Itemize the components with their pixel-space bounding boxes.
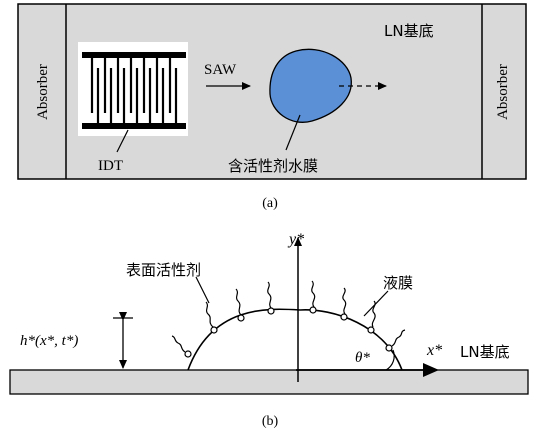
panel-a: Absorber Absorber LN基底 IDT SAW 含活性剂水膜 (a…: [17, 3, 527, 211]
idt-leader-line: [116, 129, 129, 153]
saw-label: SAW: [204, 62, 237, 78]
idt-label: IDT: [98, 158, 123, 174]
absorber-right-label: Absorber: [495, 64, 511, 120]
caption-b: (b): [262, 414, 279, 429]
substrate-label-b: LN基底: [460, 343, 510, 361]
caption-a: (a): [262, 196, 278, 211]
liquid-film-label: 液膜: [383, 274, 413, 292]
surfactant-molecules: [171, 280, 406, 358]
x-axis-label: x*: [426, 342, 442, 359]
surfactant-label: 表面活性剂: [126, 261, 201, 279]
idt-electrode: [78, 42, 188, 136]
contact-angle-arc: [385, 349, 395, 371]
height-label: h*(x*, t*): [20, 333, 78, 349]
water-film-droplet: [269, 48, 352, 123]
droplet-profile: [187, 308, 403, 371]
liquid-film-leader-line: [363, 290, 389, 317]
surfactant-leader-line: [195, 276, 210, 304]
film-leader-line: [285, 114, 301, 151]
substrate-label-a: LN基底: [384, 22, 434, 40]
y-axis-label: y*: [287, 231, 304, 248]
angle-label: θ*: [355, 350, 370, 366]
absorber-left-label: Absorber: [35, 64, 51, 120]
panel-b: y* x* LN基底 h*(x*, t*) θ* 表面活性剂 液膜 (b): [9, 231, 529, 429]
substrate-b: [9, 369, 529, 395]
height-marker: [113, 312, 133, 369]
film-label: 含活性剂水膜: [228, 157, 318, 175]
